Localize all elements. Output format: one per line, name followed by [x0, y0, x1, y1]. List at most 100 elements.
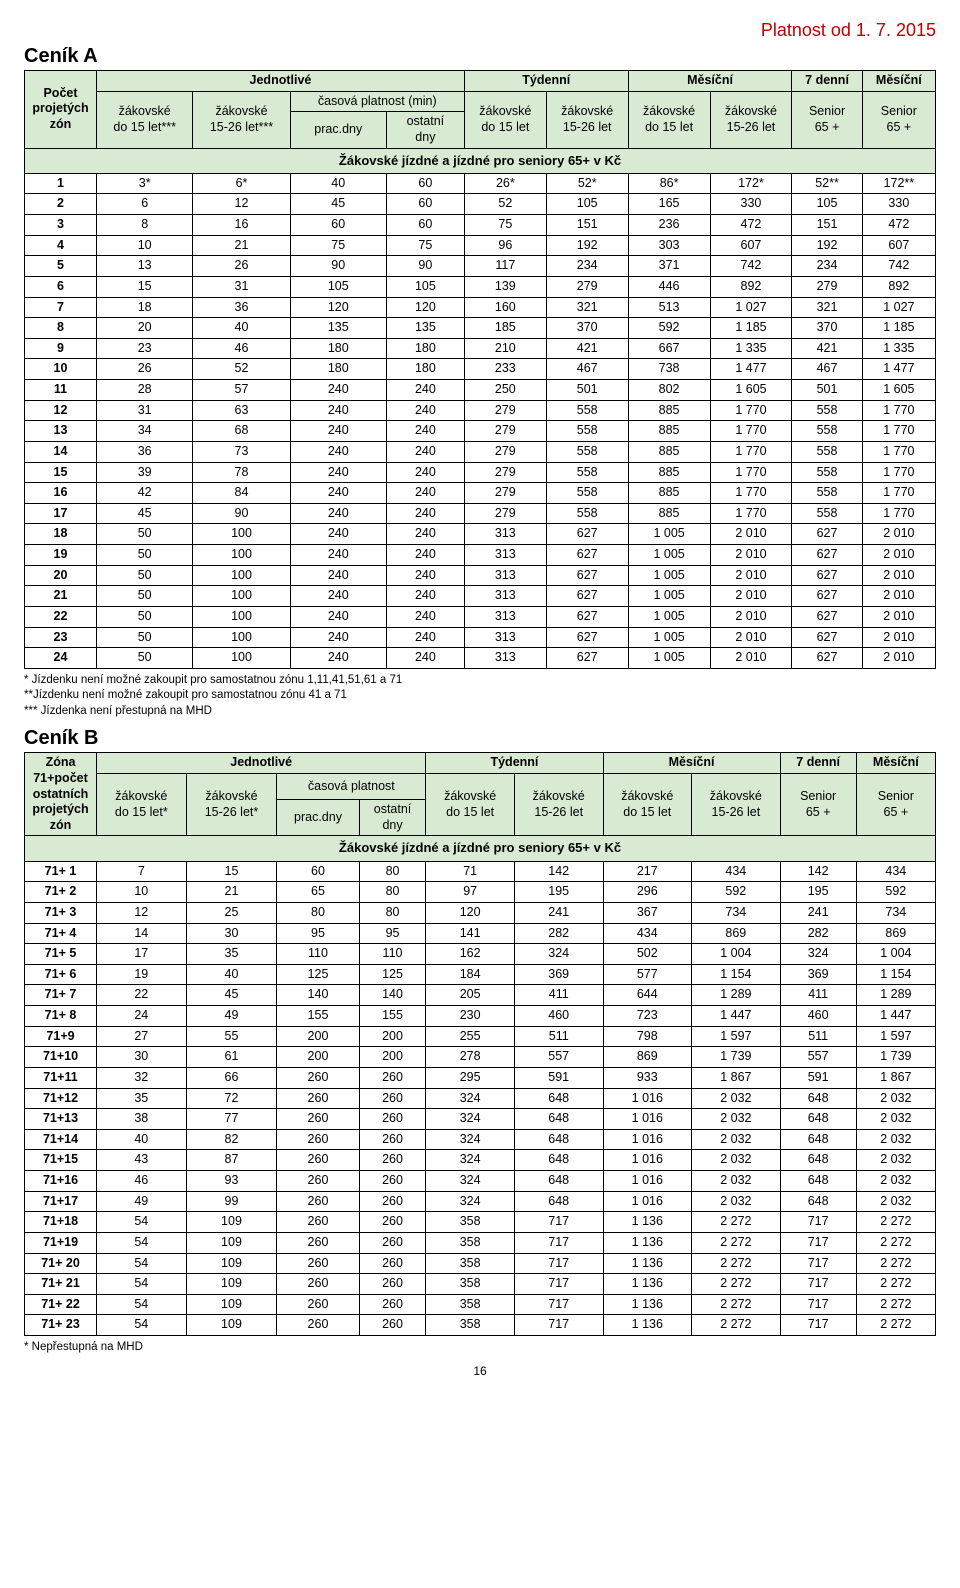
table-cell: 1 597	[856, 1026, 935, 1047]
table-cell: 513	[628, 297, 710, 318]
table-row: 71+ 414309595141282434869282869	[25, 923, 936, 944]
table-cell: 50	[97, 545, 193, 566]
table-cell: 205	[426, 985, 515, 1006]
table-cell: 1 154	[856, 964, 935, 985]
table-cell: 2 032	[856, 1191, 935, 1212]
table-cell: 49	[186, 1006, 277, 1027]
table-row: 71+1440822602603246481 0162 0326482 032	[25, 1129, 936, 1150]
table-cell: 40	[186, 964, 277, 985]
footnote-line: *** Jízdenka není přestupná na MHD	[24, 704, 936, 720]
table-cell: 324	[426, 1129, 515, 1150]
table-cell: 241	[514, 902, 603, 923]
col-header: Senior65 +	[792, 91, 862, 148]
table-row: 1539782402402795588851 7705581 770	[25, 462, 936, 483]
table-cell: 648	[514, 1150, 603, 1171]
table-cell: 885	[628, 421, 710, 442]
table-cell: 869	[856, 923, 935, 944]
table-cell: 260	[277, 1232, 359, 1253]
table-row: 71+ 22541092602603587171 1362 2727172 27…	[25, 1294, 936, 1315]
table-cell: 1 770	[862, 400, 935, 421]
table-cell: 558	[546, 400, 628, 421]
table-cell: 738	[628, 359, 710, 380]
table-cell: 717	[780, 1212, 856, 1233]
col-header: Senior65 +	[780, 773, 856, 836]
table-cell: 240	[290, 586, 386, 607]
table-cell: 330	[862, 194, 935, 215]
table-cell: 250	[464, 380, 546, 401]
table-cell: 1 335	[862, 338, 935, 359]
table-cell: 66	[186, 1067, 277, 1088]
table-cell: 4	[25, 235, 97, 256]
table-row: 1128572402402505018021 6055011 605	[25, 380, 936, 401]
table-cell: 25	[186, 902, 277, 923]
table-row: 71+ 312258080120241367734241734	[25, 902, 936, 923]
table-cell: 2 010	[862, 606, 935, 627]
footnote-line: * Jízdenku není možné zakoupit pro samos…	[24, 673, 936, 689]
table-cell: 313	[464, 606, 546, 627]
table-cell: 2 032	[856, 1109, 935, 1130]
table-cell: 28	[97, 380, 193, 401]
table-cell: 22	[97, 985, 187, 1006]
table-cell: 1 477	[862, 359, 935, 380]
table-cell: 230	[426, 1006, 515, 1027]
table-cell: 12	[193, 194, 290, 215]
table-cell: 260	[277, 1150, 359, 1171]
table-cell: 125	[359, 964, 426, 985]
table-cell: 40	[97, 1129, 187, 1150]
table-cell: 117	[464, 256, 546, 277]
table-cell: 627	[546, 545, 628, 566]
table-cell: 71+ 8	[25, 1006, 97, 1027]
table-cell: 296	[603, 882, 692, 903]
table-cell: 20	[97, 318, 193, 339]
table-cell: 192	[792, 235, 862, 256]
col-header: ostatnídny	[386, 112, 464, 148]
table-cell: 240	[290, 524, 386, 545]
table-cell: 95	[277, 923, 359, 944]
table-row: 71+ 21541092602603587171 1362 2727172 27…	[25, 1274, 936, 1295]
table-cell: 1 605	[710, 380, 792, 401]
table-cell: 1 867	[856, 1067, 935, 1088]
table-cell: 71+15	[25, 1150, 97, 1171]
table-cell: 446	[628, 276, 710, 297]
table-cell: 80	[359, 902, 426, 923]
table-cell: 717	[514, 1253, 603, 1274]
table-cell: 1 016	[603, 1150, 692, 1171]
table-cell: 717	[514, 1294, 603, 1315]
table-cell: 18	[97, 297, 193, 318]
table-cell: 63	[193, 400, 290, 421]
table-cell: 180	[290, 359, 386, 380]
sub-group-header: časová platnost	[277, 773, 426, 799]
table-cell: 240	[290, 565, 386, 586]
table-cell: 2 272	[856, 1212, 935, 1233]
table-row: 71+927552002002555117981 5975111 597	[25, 1026, 936, 1047]
table-cell: 100	[193, 524, 290, 545]
table-cell: 2 032	[856, 1150, 935, 1171]
table-cell: 255	[426, 1026, 515, 1047]
table-cell: 324	[426, 1088, 515, 1109]
table-cell: 142	[780, 861, 856, 882]
table-cell: 61	[186, 1047, 277, 1068]
table-cell: 278	[426, 1047, 515, 1068]
table-row: 71+ 21021658097195296592195592	[25, 882, 936, 903]
table-cell: 734	[856, 902, 935, 923]
table-cell: 180	[386, 359, 464, 380]
table-cell: 260	[277, 1191, 359, 1212]
group-header: Měsíční	[603, 753, 780, 774]
table-cell: 210	[464, 338, 546, 359]
table-cell: 591	[514, 1067, 603, 1088]
table-cell: 71+ 21	[25, 1274, 97, 1295]
table-cell: 313	[464, 627, 546, 648]
table-cell: 313	[464, 524, 546, 545]
table-cell: 1 605	[862, 380, 935, 401]
table-cell: 260	[277, 1109, 359, 1130]
table-cell: 607	[710, 235, 792, 256]
table-cell: 100	[193, 606, 290, 627]
table-cell: 2 010	[710, 606, 792, 627]
table-cell: 2 272	[692, 1274, 781, 1295]
table-cell: 26	[193, 256, 290, 277]
table-cell: 1 597	[692, 1026, 781, 1047]
table-cell: 1 136	[603, 1232, 692, 1253]
table-row: 71+1338772602603246481 0162 0326482 032	[25, 1109, 936, 1130]
table-cell: 109	[186, 1315, 277, 1336]
table-cell: 358	[426, 1315, 515, 1336]
